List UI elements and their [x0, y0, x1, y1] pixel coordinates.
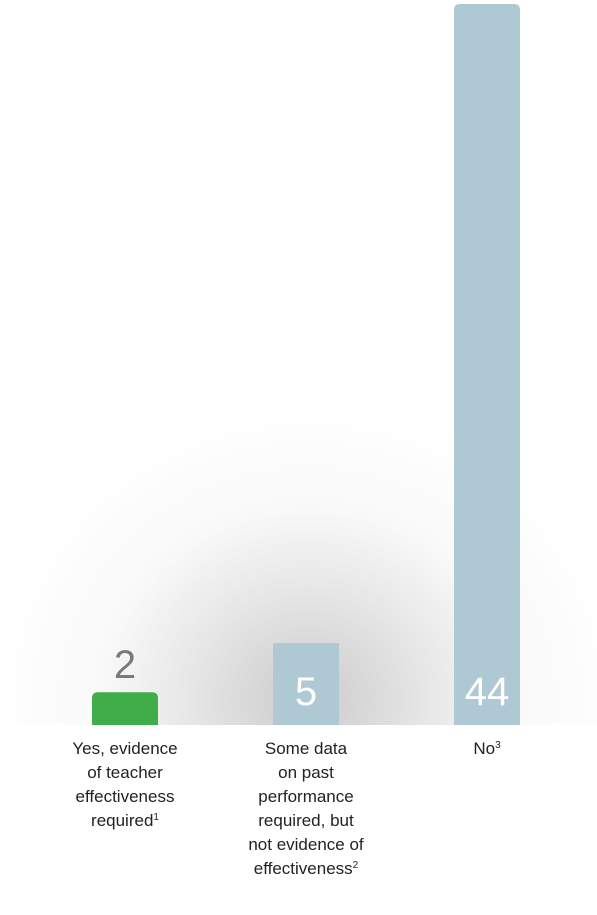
footnote-marker-2: 2: [352, 860, 359, 871]
category-label-1: Yes, evidence of teacher effectiveness requ…: [72, 739, 178, 830]
bar-3: [454, 4, 520, 725]
footnote-marker-1: 1: [153, 812, 159, 823]
footnote-marker-3: 3: [495, 740, 501, 751]
value-label-3: 44: [465, 670, 510, 714]
category-label-2: Some data on past performance required, but…: [248, 739, 364, 878]
bar-1: [92, 692, 158, 725]
category-label-3: No3: [473, 739, 501, 758]
bar-2: [273, 643, 339, 725]
value-label-1: 2: [114, 643, 136, 687]
value-label-2: 5: [295, 670, 317, 714]
